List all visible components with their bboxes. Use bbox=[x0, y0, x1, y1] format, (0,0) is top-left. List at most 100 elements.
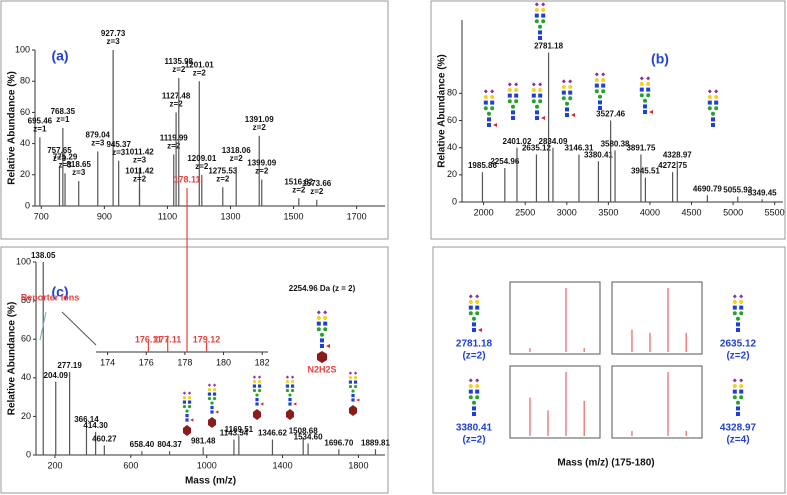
glycan-fucose bbox=[190, 418, 194, 422]
glycan-hexose bbox=[639, 93, 644, 98]
glycan-glcnac bbox=[511, 116, 515, 120]
peak-label: 3891.75 bbox=[626, 144, 655, 153]
glycan-hexose bbox=[568, 85, 573, 89]
glycan-hexose bbox=[643, 98, 647, 103]
peak-label: 4690.79 bbox=[693, 184, 722, 193]
glycan-glcnac bbox=[714, 100, 719, 105]
reporter-pointer bbox=[61, 311, 97, 346]
glycan-glcnac bbox=[568, 90, 573, 95]
glycan-glcnac bbox=[643, 104, 647, 109]
peak-label: 1889.81 bbox=[361, 438, 390, 447]
peak-label: 3527.46 bbox=[596, 110, 625, 119]
peak-label: 879.04 bbox=[86, 131, 111, 140]
glycan-sialic bbox=[561, 79, 566, 84]
peak-charge: z=3 bbox=[53, 154, 67, 163]
glycan-sialic bbox=[739, 294, 744, 299]
mini-spectrum-frame bbox=[611, 281, 703, 355]
glycan-sialic bbox=[594, 72, 599, 77]
glycan-glcnac bbox=[598, 100, 602, 105]
x-tick-label: 2500 bbox=[515, 207, 535, 217]
glycan-glcnac bbox=[285, 384, 290, 388]
glycan-glcnac bbox=[351, 398, 355, 402]
glycan-hexose bbox=[601, 89, 606, 94]
glycan-hexose bbox=[514, 88, 519, 92]
glycan-hexose bbox=[598, 94, 602, 99]
mass-label: 2635.12 bbox=[720, 339, 757, 350]
y-tick-label: 40 bbox=[21, 372, 31, 382]
mini-spectrum-frame bbox=[509, 281, 601, 355]
glycan-sialic bbox=[182, 391, 187, 395]
glycan-glcnac bbox=[483, 100, 488, 105]
glycan-hexose bbox=[490, 95, 495, 99]
glycan-hexose bbox=[207, 396, 212, 401]
glycan-glcnac bbox=[732, 305, 737, 310]
x-tick-label: 1800 bbox=[348, 460, 368, 470]
glycan-sialic bbox=[212, 383, 217, 387]
peak-label: 658.40 bbox=[130, 440, 155, 449]
reporter-pointer bbox=[39, 311, 47, 341]
glycan-sialic bbox=[290, 375, 295, 379]
tag-label: N2H2S bbox=[307, 364, 336, 374]
peak-label: 1346.62 bbox=[258, 429, 287, 438]
inset-peak-label: 177.11 bbox=[154, 334, 181, 344]
glycan-sialic bbox=[534, 2, 539, 7]
x-tick-label: 5500 bbox=[765, 207, 785, 217]
n2h2s-tag bbox=[208, 417, 216, 428]
glycan-sialic bbox=[207, 383, 212, 387]
peak-charge: z=2 bbox=[193, 68, 207, 77]
y-tick-label: 0 bbox=[452, 196, 457, 206]
x-axis-label: Mass (m/z) bbox=[185, 476, 236, 487]
glycan-hexose bbox=[732, 395, 737, 400]
glycan-glcnac bbox=[531, 93, 536, 98]
glycan-glcnac bbox=[511, 110, 515, 115]
y-axis-label: Relative Abundance (%) bbox=[437, 54, 448, 168]
peak-charge: z=2 bbox=[255, 167, 269, 176]
glycan-hexose bbox=[714, 95, 719, 99]
inset-tick-label: 174 bbox=[100, 357, 115, 367]
glycan-hexose bbox=[348, 376, 353, 380]
glycan-glcnac bbox=[487, 123, 491, 127]
peak-charge: z=3 bbox=[72, 168, 86, 177]
x-tick-label: 200 bbox=[47, 460, 62, 470]
peak-label: 981.48 bbox=[191, 436, 216, 445]
glycan-hexose bbox=[185, 409, 189, 413]
glycan-glcnac bbox=[212, 392, 217, 396]
glycan-glcnac bbox=[210, 405, 214, 410]
n2h2s-tag bbox=[317, 351, 327, 363]
glycan-hexose bbox=[538, 99, 543, 104]
x-tick-label: 3500 bbox=[598, 207, 618, 217]
glycan-hexose bbox=[316, 327, 321, 332]
peak-charge: z=1 bbox=[33, 124, 47, 133]
peak-label: 414.30 bbox=[83, 421, 108, 430]
glycan-hexose bbox=[739, 300, 744, 304]
glycan-glcnac bbox=[561, 90, 566, 95]
glycan-hexose bbox=[535, 104, 539, 109]
glycan-sialic bbox=[639, 76, 644, 81]
glycan-glcnac bbox=[739, 389, 744, 394]
glycan-hexose bbox=[541, 8, 546, 12]
peak-label: 1508.68 bbox=[289, 427, 318, 436]
glycan-hexose bbox=[187, 396, 192, 400]
glycan-glcnac bbox=[736, 328, 740, 332]
peak-charge: z=2 bbox=[230, 154, 244, 163]
reporter-label: Reporter ions bbox=[21, 292, 80, 302]
glycan-sialic bbox=[568, 79, 573, 84]
glycan-fucose bbox=[571, 113, 575, 117]
x-tick-label: 1500 bbox=[284, 211, 304, 221]
glycan-hexose bbox=[472, 316, 476, 321]
peak-label: 804.37 bbox=[157, 440, 182, 449]
glycan-glcnac bbox=[472, 322, 476, 327]
peak-label: 1573.66 bbox=[302, 179, 331, 188]
glycan-glcnac bbox=[210, 410, 214, 414]
peak-label: 1119.99 bbox=[160, 134, 189, 143]
panel-label: (b) bbox=[651, 51, 669, 67]
glycan-hexose bbox=[714, 106, 719, 111]
peak-label: 1143.54 bbox=[220, 429, 249, 438]
glycan-hexose bbox=[210, 401, 214, 405]
glycan-hexose bbox=[538, 88, 543, 92]
glycan-hexose bbox=[285, 388, 290, 393]
peak-label: 4272.75 bbox=[658, 161, 687, 170]
peak-label: 768.35 bbox=[51, 107, 76, 116]
mass-label: 3380.41 bbox=[456, 423, 493, 434]
glycan-sialic bbox=[541, 2, 546, 7]
